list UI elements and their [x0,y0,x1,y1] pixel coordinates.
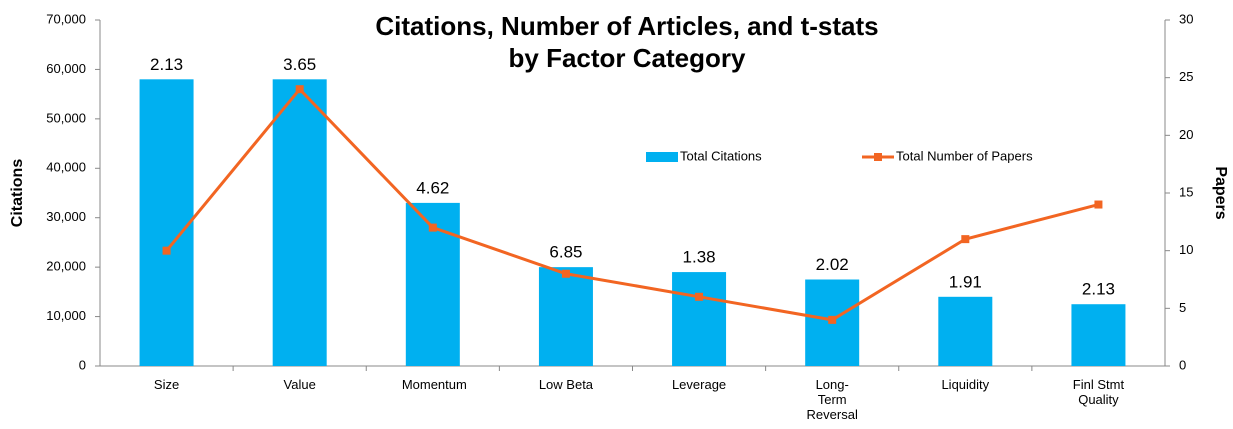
line [165,86,1099,322]
bar [1071,304,1126,366]
x-tick-label: Leverage [671,377,727,392]
y-tick-label: 40,000 [46,160,86,175]
t-stat-label: 1.38 [683,248,716,267]
t-stat-label: 3.65 [283,55,316,74]
line-marker [961,235,970,244]
bar [272,79,327,367]
line-marker [1094,200,1103,209]
y2-tick-label: 10 [1179,242,1193,257]
y2-axis-label: Papers [1212,166,1229,219]
y-tick-label: 60,000 [46,61,86,76]
y-axis-label: Citations [9,159,26,228]
y2-tick-label: 0 [1179,357,1186,372]
bar [938,296,993,366]
t-stat-label: 2.13 [150,55,183,74]
line-marker [428,223,437,232]
t-stat-label: 6.85 [549,243,582,262]
t-stat-label: 2.02 [816,255,849,274]
legend-label: Total Number of Papers [896,148,1033,163]
line-marker [695,292,704,301]
x-tick-label: Low Beta [538,377,594,392]
t-stat-label: 1.91 [949,272,982,291]
t-stat-label: 4.62 [416,178,449,197]
y-tick-label: 70,000 [46,11,86,26]
y2-tick-label: 15 [1179,184,1193,199]
y2-tick-label: 5 [1179,300,1186,315]
y-tick-label: 0 [79,357,86,372]
bar [139,79,194,367]
x-tick-label: Value [283,377,316,392]
x-tick-label: Long-Term Reversal [806,377,858,422]
line-marker [162,246,171,255]
x-tick-label: Size [153,377,180,392]
bar [538,267,593,366]
y-tick-label: 20,000 [46,259,86,274]
legend-swatch [646,152,678,162]
y2-tick-label: 30 [1179,11,1193,26]
y-tick-label: 30,000 [46,209,86,224]
x-tick-label: Momentum [401,377,467,392]
legend-marker [874,153,882,161]
chart-title: Citations, Number of Articles, and t-sta… [375,11,878,73]
legend-label: Total Citations [680,148,762,163]
x-tick-label: Finl Stmt Quality [1072,377,1125,407]
x-tick-label: Liquidity [941,377,990,392]
y2-tick-label: 25 [1179,69,1193,84]
line-marker [295,85,304,94]
line-marker [828,315,837,324]
y-tick-label: 10,000 [46,308,86,323]
y-tick-label: 50,000 [46,110,86,125]
t-stat-label: 2.13 [1082,280,1115,299]
line-marker [561,269,570,278]
y2-tick-label: 20 [1179,127,1193,142]
bar [672,272,727,366]
